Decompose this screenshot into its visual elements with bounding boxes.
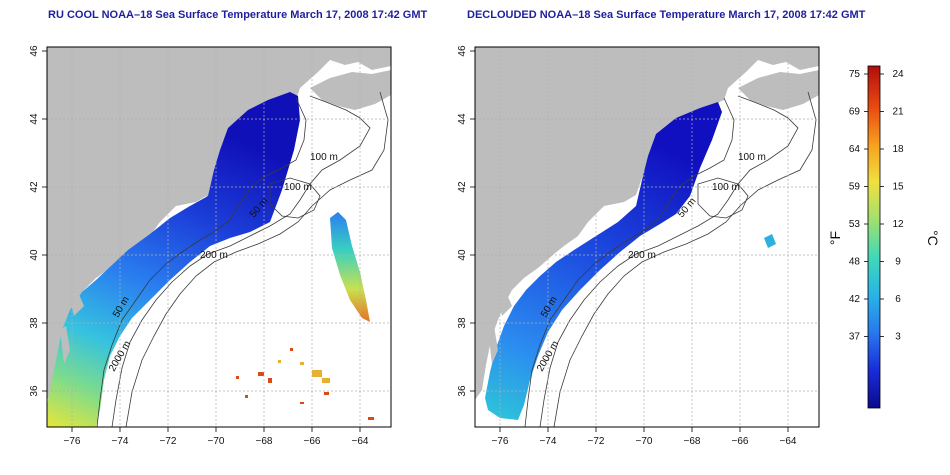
y-tick-label: 40 bbox=[457, 249, 468, 261]
x-tick-label: −66 bbox=[304, 436, 321, 447]
left-land-mass bbox=[47, 47, 391, 400]
left-graticule bbox=[47, 47, 391, 427]
colorbar-c-tick-label: 24 bbox=[892, 69, 904, 80]
right-x-axis: −76 −74 −72 −70 −68 −66 −64 bbox=[492, 427, 797, 447]
y-tick-label: 38 bbox=[29, 317, 40, 329]
x-tick-label: −74 bbox=[112, 436, 129, 447]
right-land-mass bbox=[475, 47, 819, 400]
x-tick-label: −70 bbox=[636, 436, 653, 447]
x-tick-label: −64 bbox=[352, 436, 369, 447]
colorbar-f-tick-label: 37 bbox=[849, 332, 861, 343]
x-tick-label: −72 bbox=[588, 436, 605, 447]
left-delaware-bay bbox=[70, 292, 84, 316]
colorbar-celsius-ticks: 24 21 18 15 12 9 6 3 bbox=[880, 69, 904, 343]
colorbar-f-tick-label: 42 bbox=[849, 294, 861, 305]
y-tick-label: 42 bbox=[457, 181, 468, 193]
y-tick-label: 38 bbox=[457, 317, 468, 329]
right-graticule bbox=[475, 47, 819, 427]
x-tick-label: −66 bbox=[732, 436, 749, 447]
x-tick-label: −74 bbox=[540, 436, 557, 447]
right-map-panel: 100 m 100 m 50 m 200 m 50 m 2000 m bbox=[474, 46, 820, 428]
x-tick-label: −76 bbox=[64, 436, 81, 447]
left-bathymetry-contours bbox=[96, 91, 389, 428]
contour-label: 100 m bbox=[310, 152, 338, 163]
colorbar-c-tick-label: 9 bbox=[895, 257, 901, 268]
right-bathymetry-contours bbox=[524, 91, 817, 428]
colorbar: 75 69 64 59 53 48 42 37 24 21 18 15 12 9 6 3 °F °C bbox=[827, 65, 941, 409]
colorbar-unit-celsius: °C bbox=[925, 230, 941, 246]
colorbar-ramp bbox=[867, 65, 881, 409]
contour-label: 200 m bbox=[628, 250, 656, 261]
y-tick-label: 46 bbox=[457, 45, 468, 57]
left-y-axis: 36 38 40 42 44 46 bbox=[29, 45, 47, 397]
left-map-frame bbox=[46, 46, 392, 428]
x-tick-label: −70 bbox=[208, 436, 225, 447]
contour-label: 200 m bbox=[200, 250, 228, 261]
y-tick-label: 44 bbox=[457, 113, 468, 125]
y-tick-label: 46 bbox=[29, 45, 40, 57]
left-warm-yellow-pixels bbox=[278, 360, 330, 383]
colorbar-f-tick-label: 75 bbox=[849, 69, 861, 80]
left-panel-title: RU COOL NOAA–18 Sea Surface Temperature … bbox=[48, 9, 428, 21]
y-tick-label: 44 bbox=[29, 113, 40, 125]
contour-label: 100 m bbox=[738, 152, 766, 163]
contour-label: 100 m bbox=[284, 182, 312, 193]
colorbar-c-tick-label: 15 bbox=[892, 182, 904, 193]
x-tick-label: −76 bbox=[492, 436, 509, 447]
x-tick-label: −68 bbox=[256, 436, 273, 447]
colorbar-f-tick-label: 64 bbox=[849, 144, 861, 155]
colorbar-unit-fahrenheit: °F bbox=[827, 231, 843, 245]
y-tick-label: 36 bbox=[457, 385, 468, 397]
colorbar-c-tick-label: 12 bbox=[892, 219, 904, 230]
left-chesapeake-bay bbox=[60, 326, 70, 364]
colorbar-f-tick-label: 48 bbox=[849, 257, 861, 268]
right-chesapeake-bay bbox=[488, 326, 498, 364]
colorbar-c-tick-label: 18 bbox=[892, 144, 904, 155]
right-panel-title: DECLOUDED NOAA–18 Sea Surface Temperatur… bbox=[467, 9, 866, 21]
right-map-frame bbox=[474, 46, 820, 428]
colorbar-f-tick-label: 53 bbox=[849, 219, 861, 230]
colorbar-c-tick-label: 21 bbox=[892, 107, 904, 118]
colorbar-f-tick-label: 59 bbox=[849, 182, 861, 193]
x-tick-label: −68 bbox=[684, 436, 701, 447]
left-warm-pixels bbox=[236, 348, 374, 420]
left-x-axis: −76 −74 −72 −70 −68 −66 −64 bbox=[64, 427, 369, 447]
x-tick-label: −72 bbox=[160, 436, 177, 447]
right-offshore-patch bbox=[764, 234, 776, 248]
right-nova-scotia bbox=[738, 70, 819, 110]
y-tick-label: 36 bbox=[29, 385, 40, 397]
colorbar-fahrenheit-ticks: 75 69 64 59 53 48 42 37 bbox=[849, 69, 868, 343]
y-tick-label: 40 bbox=[29, 249, 40, 261]
right-delaware-bay bbox=[498, 292, 512, 316]
colorbar-c-tick-label: 3 bbox=[895, 332, 901, 343]
right-y-axis: 36 38 40 42 44 46 bbox=[457, 45, 475, 397]
left-map-panel: 100 m 100 m 50 m 200 m 50 m 2000 m bbox=[46, 46, 392, 428]
y-tick-label: 42 bbox=[29, 181, 40, 193]
contour-label: 100 m bbox=[712, 182, 740, 193]
colorbar-f-tick-label: 69 bbox=[849, 107, 861, 118]
left-sst-swath bbox=[47, 92, 300, 427]
x-tick-label: −64 bbox=[780, 436, 797, 447]
right-sst-swath bbox=[485, 102, 722, 420]
left-nova-scotia bbox=[310, 70, 391, 110]
left-offshore-plume bbox=[330, 212, 370, 322]
colorbar-c-tick-label: 6 bbox=[895, 294, 901, 305]
